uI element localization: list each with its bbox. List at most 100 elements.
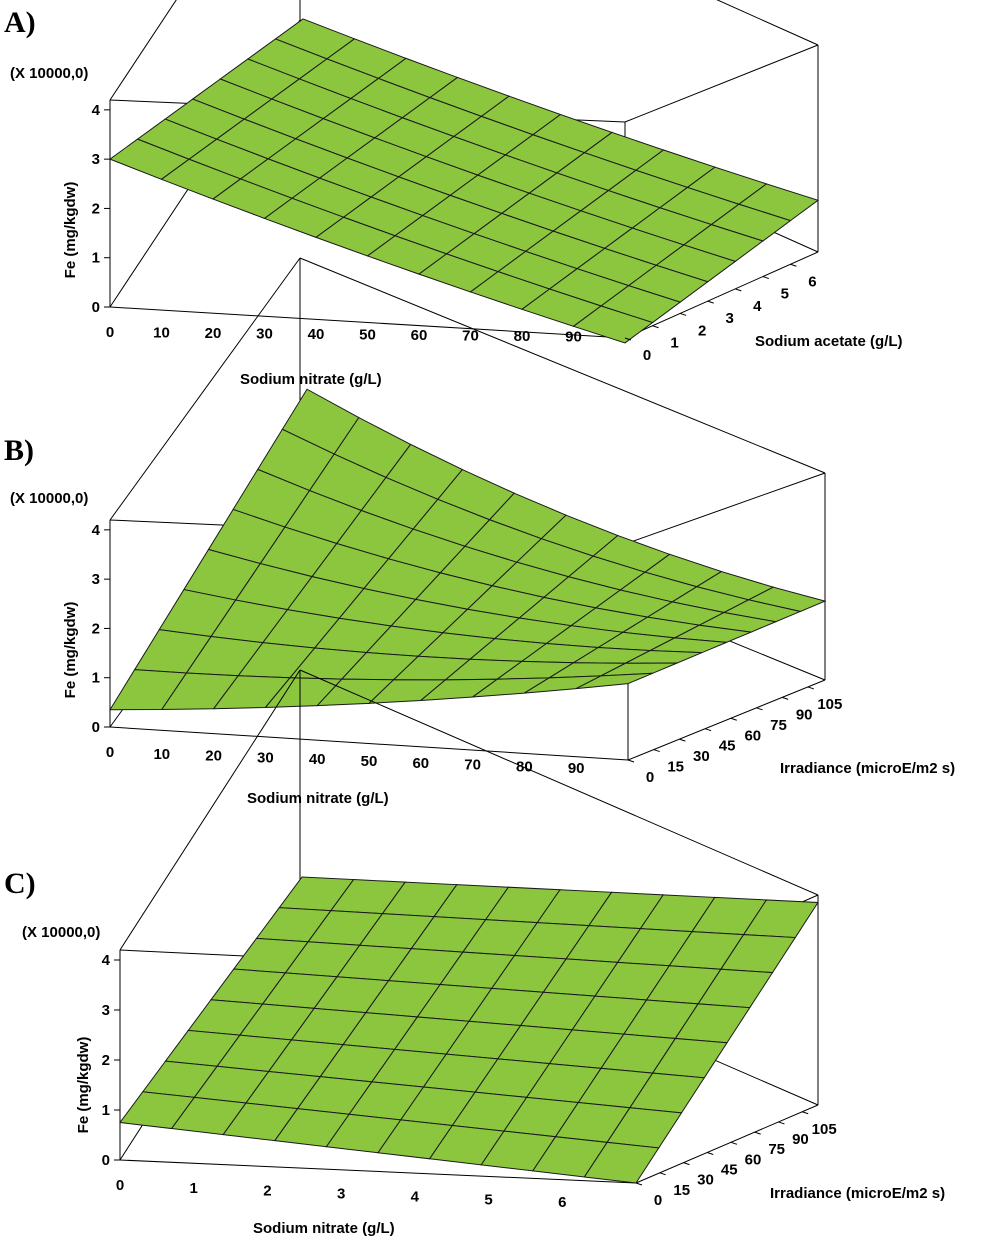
panel-c-depth-tick-mark <box>635 1182 643 1186</box>
panel-a-label: A) <box>4 6 36 39</box>
panel-b-surface <box>109 388 827 711</box>
panel-c-x-tick-label: 5 <box>484 1191 492 1208</box>
panel-c-depth-tick-mark <box>778 1121 785 1125</box>
panel-c-depth-tick-mark <box>707 1152 714 1155</box>
panel-a-x-tick-label: 80 <box>514 328 531 345</box>
panel-b-depth-tick-mark <box>704 728 712 732</box>
panel-b-x-axis-title: Sodium nitrate (g/L) <box>247 790 389 807</box>
panel-a-y-tick-label: 2 <box>92 200 100 217</box>
panel-b: B) (X 10000,0) Fe (mg/kgdw) Sodium nitra… <box>4 257 955 807</box>
panel-a-top-left-edge <box>109 0 177 101</box>
panel-b-depth-tick-label: 105 <box>817 696 842 713</box>
panel-b-depth-tick-mark <box>653 749 660 753</box>
panel-a-depth-tick-label: 4 <box>753 298 762 315</box>
panel-b-x-tick-label: 80 <box>516 758 533 775</box>
panel-a-depth-tick-mark <box>735 288 742 292</box>
panel-c-y-axis-title: Fe (mg/kgdw) <box>75 1037 92 1134</box>
panel-b-depth-tick-mark <box>807 686 815 690</box>
panel-c-depth-tick-label: 90 <box>792 1131 809 1148</box>
panel-c-depth-tick-label: 60 <box>745 1151 762 1168</box>
panel-b-depth-tick-label: 15 <box>667 759 684 776</box>
panel-a-depth-tick-label: 5 <box>781 286 789 303</box>
panel-b-depth-tick-mark <box>627 759 635 763</box>
panel-b-scale-note: (X 10000,0) <box>10 490 88 507</box>
panel-a-x-axis-title: Sodium nitrate (g/L) <box>240 371 382 388</box>
panel-c-surface <box>119 876 819 1184</box>
panel-c-depth-tick-label: 30 <box>697 1172 714 1189</box>
panel-c-depth-tick-label: 15 <box>673 1182 690 1199</box>
panel-a-y-axis-title: Fe (mg/kgdw) <box>62 182 79 279</box>
panel-b-y-tick-label: 3 <box>92 571 100 588</box>
panel-b-depth-tick-label: 75 <box>770 717 787 734</box>
panel-c-depth-tick-mark <box>730 1141 738 1145</box>
panel-a-x-tick-label: 90 <box>565 329 582 346</box>
panel-b-floor-front-edge <box>109 726 629 761</box>
panel-c-y-tick-label: 2 <box>102 1052 110 1069</box>
panel-b-x-tick-label: 30 <box>257 749 274 766</box>
panel-a-x-tick-label: 0 <box>106 324 114 341</box>
panel-c-depth-tick-mark <box>683 1162 690 1166</box>
panel-a-x-tick-label: 60 <box>411 327 428 344</box>
panel-c-floor-right-edge <box>635 1104 819 1184</box>
panel-a-depth-axis-title: Sodium acetate (g/L) <box>755 333 903 350</box>
panel-a-scale-note: (X 10000,0) <box>10 65 88 82</box>
panel-a-depth-tick-label: 6 <box>808 273 816 290</box>
panel-b-top-back-edge <box>299 257 826 474</box>
panel-a-depth-tick-mark <box>652 325 659 329</box>
panel-b-x-tick-label: 90 <box>568 760 585 777</box>
panel-a-depth-tick-label: 2 <box>698 322 706 339</box>
panel-a-y-tick-label: 3 <box>92 151 100 168</box>
panel-a-depth-tick-mark <box>790 263 797 267</box>
panel-a-top-back-edge <box>716 0 819 46</box>
panel-b-depth-tick-mark <box>679 738 686 742</box>
panel-c-depth-tick-label: 0 <box>654 1192 662 1209</box>
panel-a-y-tick-label: 4 <box>92 102 101 119</box>
panel-c-y-tick-label: 1 <box>102 1102 110 1119</box>
panel-c-depth-tick-mark <box>659 1172 666 1176</box>
panel-b-depth-tick-label: 0 <box>646 769 654 786</box>
panel-c-depth-tick-label: 105 <box>812 1121 837 1138</box>
panel-a-x-tick-label: 30 <box>256 326 273 343</box>
panel-b-depth-tick-mark <box>782 696 789 700</box>
panel-a-x-tick-label: 10 <box>153 325 170 342</box>
panel-b-y-axis-title: Fe (mg/kgdw) <box>62 602 79 699</box>
panel-c-y-tick-label: 4 <box>102 952 111 969</box>
panel-b-depth-tick-label: 30 <box>693 748 710 765</box>
panel-c-depth-axis-title: Irradiance (microE/m2 s) <box>770 1185 945 1202</box>
panel-b-x-tick-label: 60 <box>412 755 429 772</box>
panel-b-label: B) <box>4 434 34 467</box>
panel-a-surface <box>108 18 820 344</box>
panel-b-y-tick-label: 1 <box>92 670 100 687</box>
panel-c-depth-tick-label: 45 <box>721 1161 738 1178</box>
panel-c-depth-tick-mark <box>802 1111 809 1115</box>
panel-c-x-tick-label: 0 <box>116 1177 124 1194</box>
panel-b-y-tick-label: 4 <box>92 522 101 539</box>
panel-a-x-tick-label: 70 <box>462 328 479 345</box>
panel-c-top-back-edge <box>299 669 819 896</box>
panel-c-x-tick-label: 6 <box>558 1194 566 1211</box>
panel-a-x-tick-label: 20 <box>205 325 222 342</box>
panel-a-y-tick-label: 0 <box>92 299 100 316</box>
panel-c-y-tick-label: 0 <box>102 1152 110 1169</box>
panel-c-surface-cell <box>583 1141 660 1184</box>
panel-a-top-right-edge <box>624 44 819 123</box>
panel-b-y-tick-label: 0 <box>92 719 100 736</box>
panel-a-surface-cell <box>572 305 654 344</box>
panel-a-floor-right-edge <box>624 251 819 339</box>
panel-a-depth-tick-label: 1 <box>670 335 678 352</box>
panel-c-top-left-edge <box>119 669 301 951</box>
panel-c-scale-note: (X 10000,0) <box>22 924 100 941</box>
panel-b-top-right-edge <box>627 472 826 544</box>
panel-a: A) (X 10000,0) Fe (mg/kgdw) Sodium nitra… <box>4 0 903 388</box>
panel-b-x-tick-label: 10 <box>153 746 170 763</box>
panel-b-x-tick-label: 40 <box>309 751 326 768</box>
panel-b-surface-cell <box>575 672 653 690</box>
panel-b-x-tick-label: 0 <box>106 744 114 761</box>
panel-b-depth-tick-label: 45 <box>719 738 736 755</box>
panel-b-floor-right-edge <box>627 679 826 761</box>
panel-c-depth-tick-mark <box>754 1131 761 1135</box>
panel-a-depth-tick-mark <box>679 312 687 316</box>
